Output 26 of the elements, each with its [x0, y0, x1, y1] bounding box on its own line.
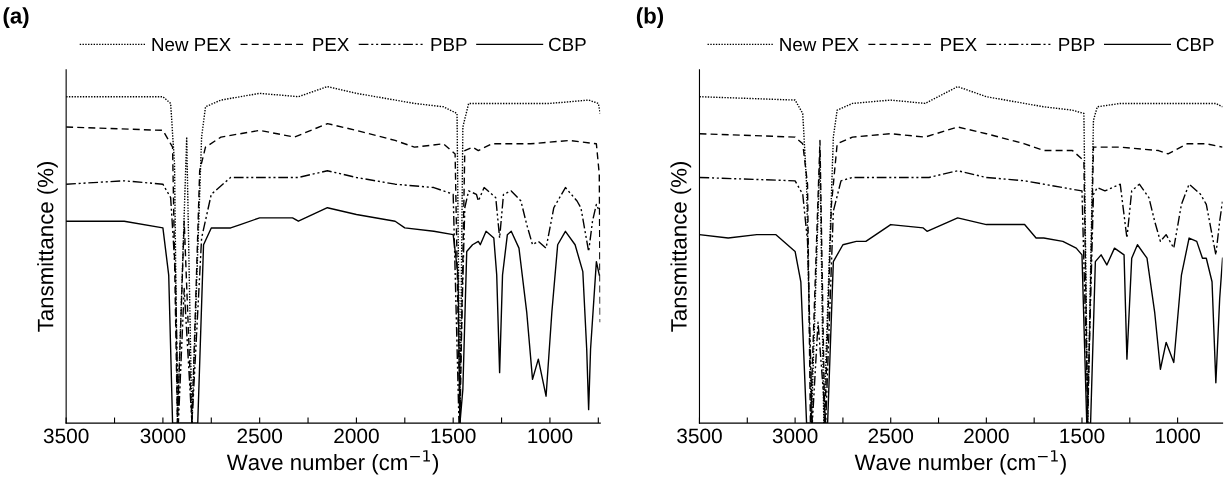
x-axis-title: Wave number (cm$^{−1}$) [854, 450, 1066, 475]
legend-label: CBP [549, 37, 586, 52]
legend-label: PBP [431, 37, 467, 51]
y-axis-title: Tansmittance (%) [670, 161, 692, 332]
x-tick-label: 1500 [431, 428, 476, 444]
x-tick-label: 2000 [964, 428, 1009, 444]
x-tick-label: 1000 [528, 428, 573, 444]
x-tick-label: 1000 [1156, 428, 1200, 444]
x-tick-label: 2500 [237, 428, 283, 444]
legend-label: CBP [1176, 37, 1214, 52]
y-axis-title: Tansmittance (%) [37, 161, 58, 332]
x-tick-label: 1500 [1060, 428, 1105, 444]
x-tick-label: 2500 [868, 428, 914, 444]
legend-label: PBP [1059, 37, 1095, 51]
x-tick-label: 3500 [43, 428, 89, 444]
x-tick-label: 3000 [140, 428, 186, 444]
legend-label: New PEX [152, 37, 231, 52]
legend-label: PEX [941, 37, 977, 51]
legend-label: New PEX [780, 37, 859, 52]
x-tick-label: 2000 [334, 428, 379, 444]
x-tick-label: 3000 [772, 428, 818, 444]
legend-label: PEX [313, 37, 349, 51]
x-tick-label: 3500 [677, 428, 722, 444]
chart-title: (a) [3, 7, 29, 29]
chart-title: (b) [636, 7, 664, 29]
x-axis-title: Wave number (cm$^{−1}$) [226, 450, 439, 475]
